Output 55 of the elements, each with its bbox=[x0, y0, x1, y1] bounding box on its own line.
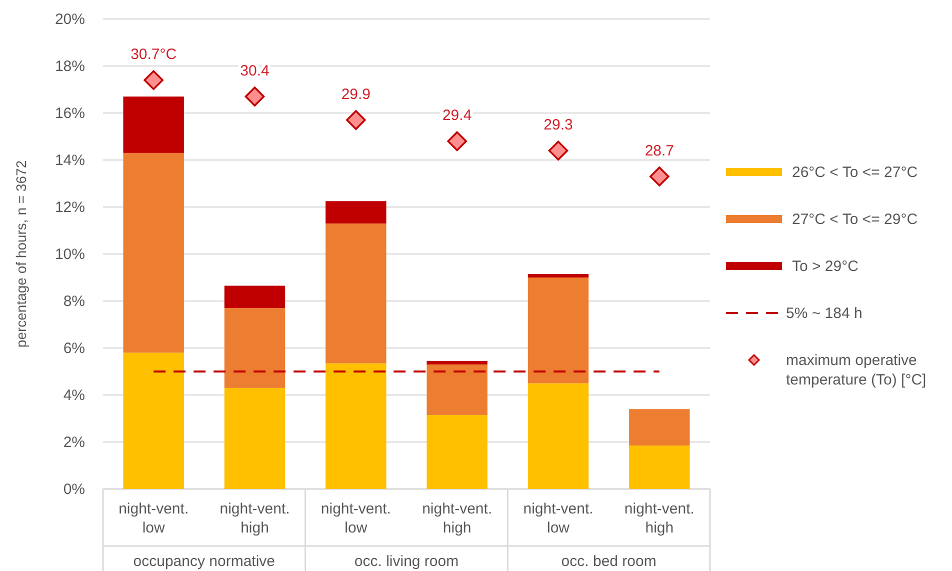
point bbox=[650, 166, 670, 186]
y-tick-label: 14% bbox=[54, 152, 85, 169]
y-tick-label: 16% bbox=[54, 104, 85, 122]
bar bbox=[426, 360, 488, 364]
point bbox=[346, 110, 366, 130]
x-tick-label: night-vent. low bbox=[320, 500, 391, 536]
text: occ. bed room bbox=[561, 553, 656, 570]
y-tick-label: 18% bbox=[54, 58, 85, 75]
bar bbox=[123, 352, 184, 489]
bar bbox=[528, 278, 589, 384]
bar bbox=[224, 308, 286, 388]
bar bbox=[123, 152, 184, 353]
x-tick-label: night-vent. low bbox=[523, 500, 594, 536]
annotation: 30.7°C bbox=[130, 46, 177, 64]
bar bbox=[426, 414, 488, 489]
bar bbox=[426, 364, 488, 415]
legend-label: maximum operative temperature (To) [°C] bbox=[786, 352, 926, 388]
annotation: 28.7 bbox=[644, 142, 674, 160]
point bbox=[548, 140, 568, 160]
y-tick-label: 10% bbox=[54, 246, 85, 263]
bar bbox=[224, 286, 286, 308]
y-tick-label: 8% bbox=[63, 292, 85, 310]
legend-label: 26°C < To <= 27°C bbox=[792, 164, 918, 181]
point bbox=[144, 70, 164, 90]
bar bbox=[528, 274, 589, 278]
x-tick-label: night-vent. low bbox=[118, 500, 189, 536]
annotation: 30.4 bbox=[240, 62, 270, 80]
legend-label: 5% ~ 184 h bbox=[786, 305, 862, 322]
point bbox=[447, 131, 467, 152]
bar bbox=[326, 201, 386, 224]
annotation: 29.9 bbox=[341, 86, 371, 104]
y-tick-label: 0% bbox=[63, 480, 85, 498]
bar bbox=[629, 409, 690, 446]
bar bbox=[224, 388, 286, 489]
bar bbox=[326, 223, 386, 364]
bar bbox=[123, 96, 184, 153]
annotation: 29.3 bbox=[544, 116, 573, 134]
text: occ. living room bbox=[354, 553, 459, 570]
y-tick-label: 4% bbox=[63, 386, 85, 404]
y-tick-label: 12% bbox=[54, 198, 85, 216]
bar bbox=[629, 446, 690, 489]
y-tick-label: 20% bbox=[54, 10, 85, 28]
bar bbox=[326, 363, 386, 489]
legend-label: To > 29°C bbox=[792, 258, 859, 275]
x-tick-label: night-vent. high bbox=[422, 500, 492, 536]
y-axis-title: percentage of hours, n = 3672 bbox=[13, 160, 29, 348]
y-tick-label: 6% bbox=[63, 340, 85, 357]
bar bbox=[528, 383, 589, 489]
annotation: 29.4 bbox=[442, 107, 472, 124]
legend-label: 27°C < To <= 29°C bbox=[792, 211, 918, 228]
text: occupancy normative bbox=[133, 553, 276, 570]
point bbox=[244, 86, 265, 106]
x-tick-label: night-vent. high bbox=[624, 500, 694, 536]
y-tick-label: 2% bbox=[63, 434, 85, 451]
x-tick-label: night-vent. high bbox=[220, 500, 290, 536]
